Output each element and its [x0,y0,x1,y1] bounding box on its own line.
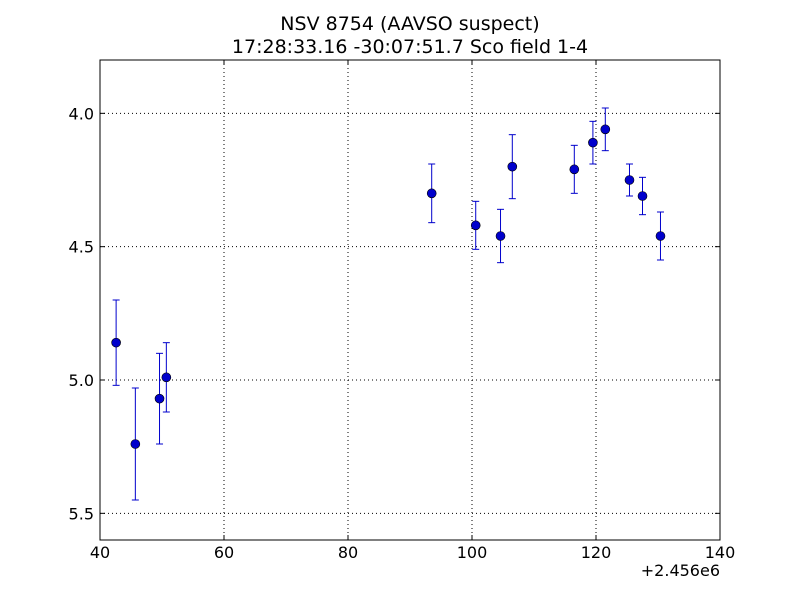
data-point [600,124,611,135]
y-tick-label: 4.0 [69,104,94,123]
x-tick-label: 120 [581,543,612,562]
data-point [154,393,165,404]
plot-frame [99,59,721,541]
data-point [637,191,648,201]
data-point [161,372,172,383]
x-tick-label: 60 [214,543,234,562]
x-tick-label: 40 [90,543,110,562]
x-offset-label: +2.456e6 [641,561,720,580]
y-tick-label: 5.5 [69,504,94,523]
x-tick-label: 140 [705,543,736,562]
data-point [569,164,580,175]
x-tick-label: 80 [338,543,358,562]
data-point [426,188,437,199]
data-point [655,231,666,241]
chart-title: NSV 8754 (AAVSO suspect) [280,13,539,35]
data-point [495,231,506,241]
y-tick-label: 4.5 [69,238,94,257]
axes-layer: 40 60 80 100 120 140 4.0 4.5 5.0 5.5 [69,59,736,562]
x-tick-label: 100 [457,543,488,562]
grid-layer [100,60,720,540]
data-point [624,175,635,185]
data-point [470,220,481,231]
data-point [130,439,141,449]
chart-subtitle: 17:28:33.16 -30:07:51.7 Sco field 1-4 [232,36,588,58]
data-point [588,137,598,148]
data-layer [111,107,666,501]
data-point [111,337,121,348]
y-tick-label: 5.0 [69,371,94,390]
data-point [507,161,518,172]
